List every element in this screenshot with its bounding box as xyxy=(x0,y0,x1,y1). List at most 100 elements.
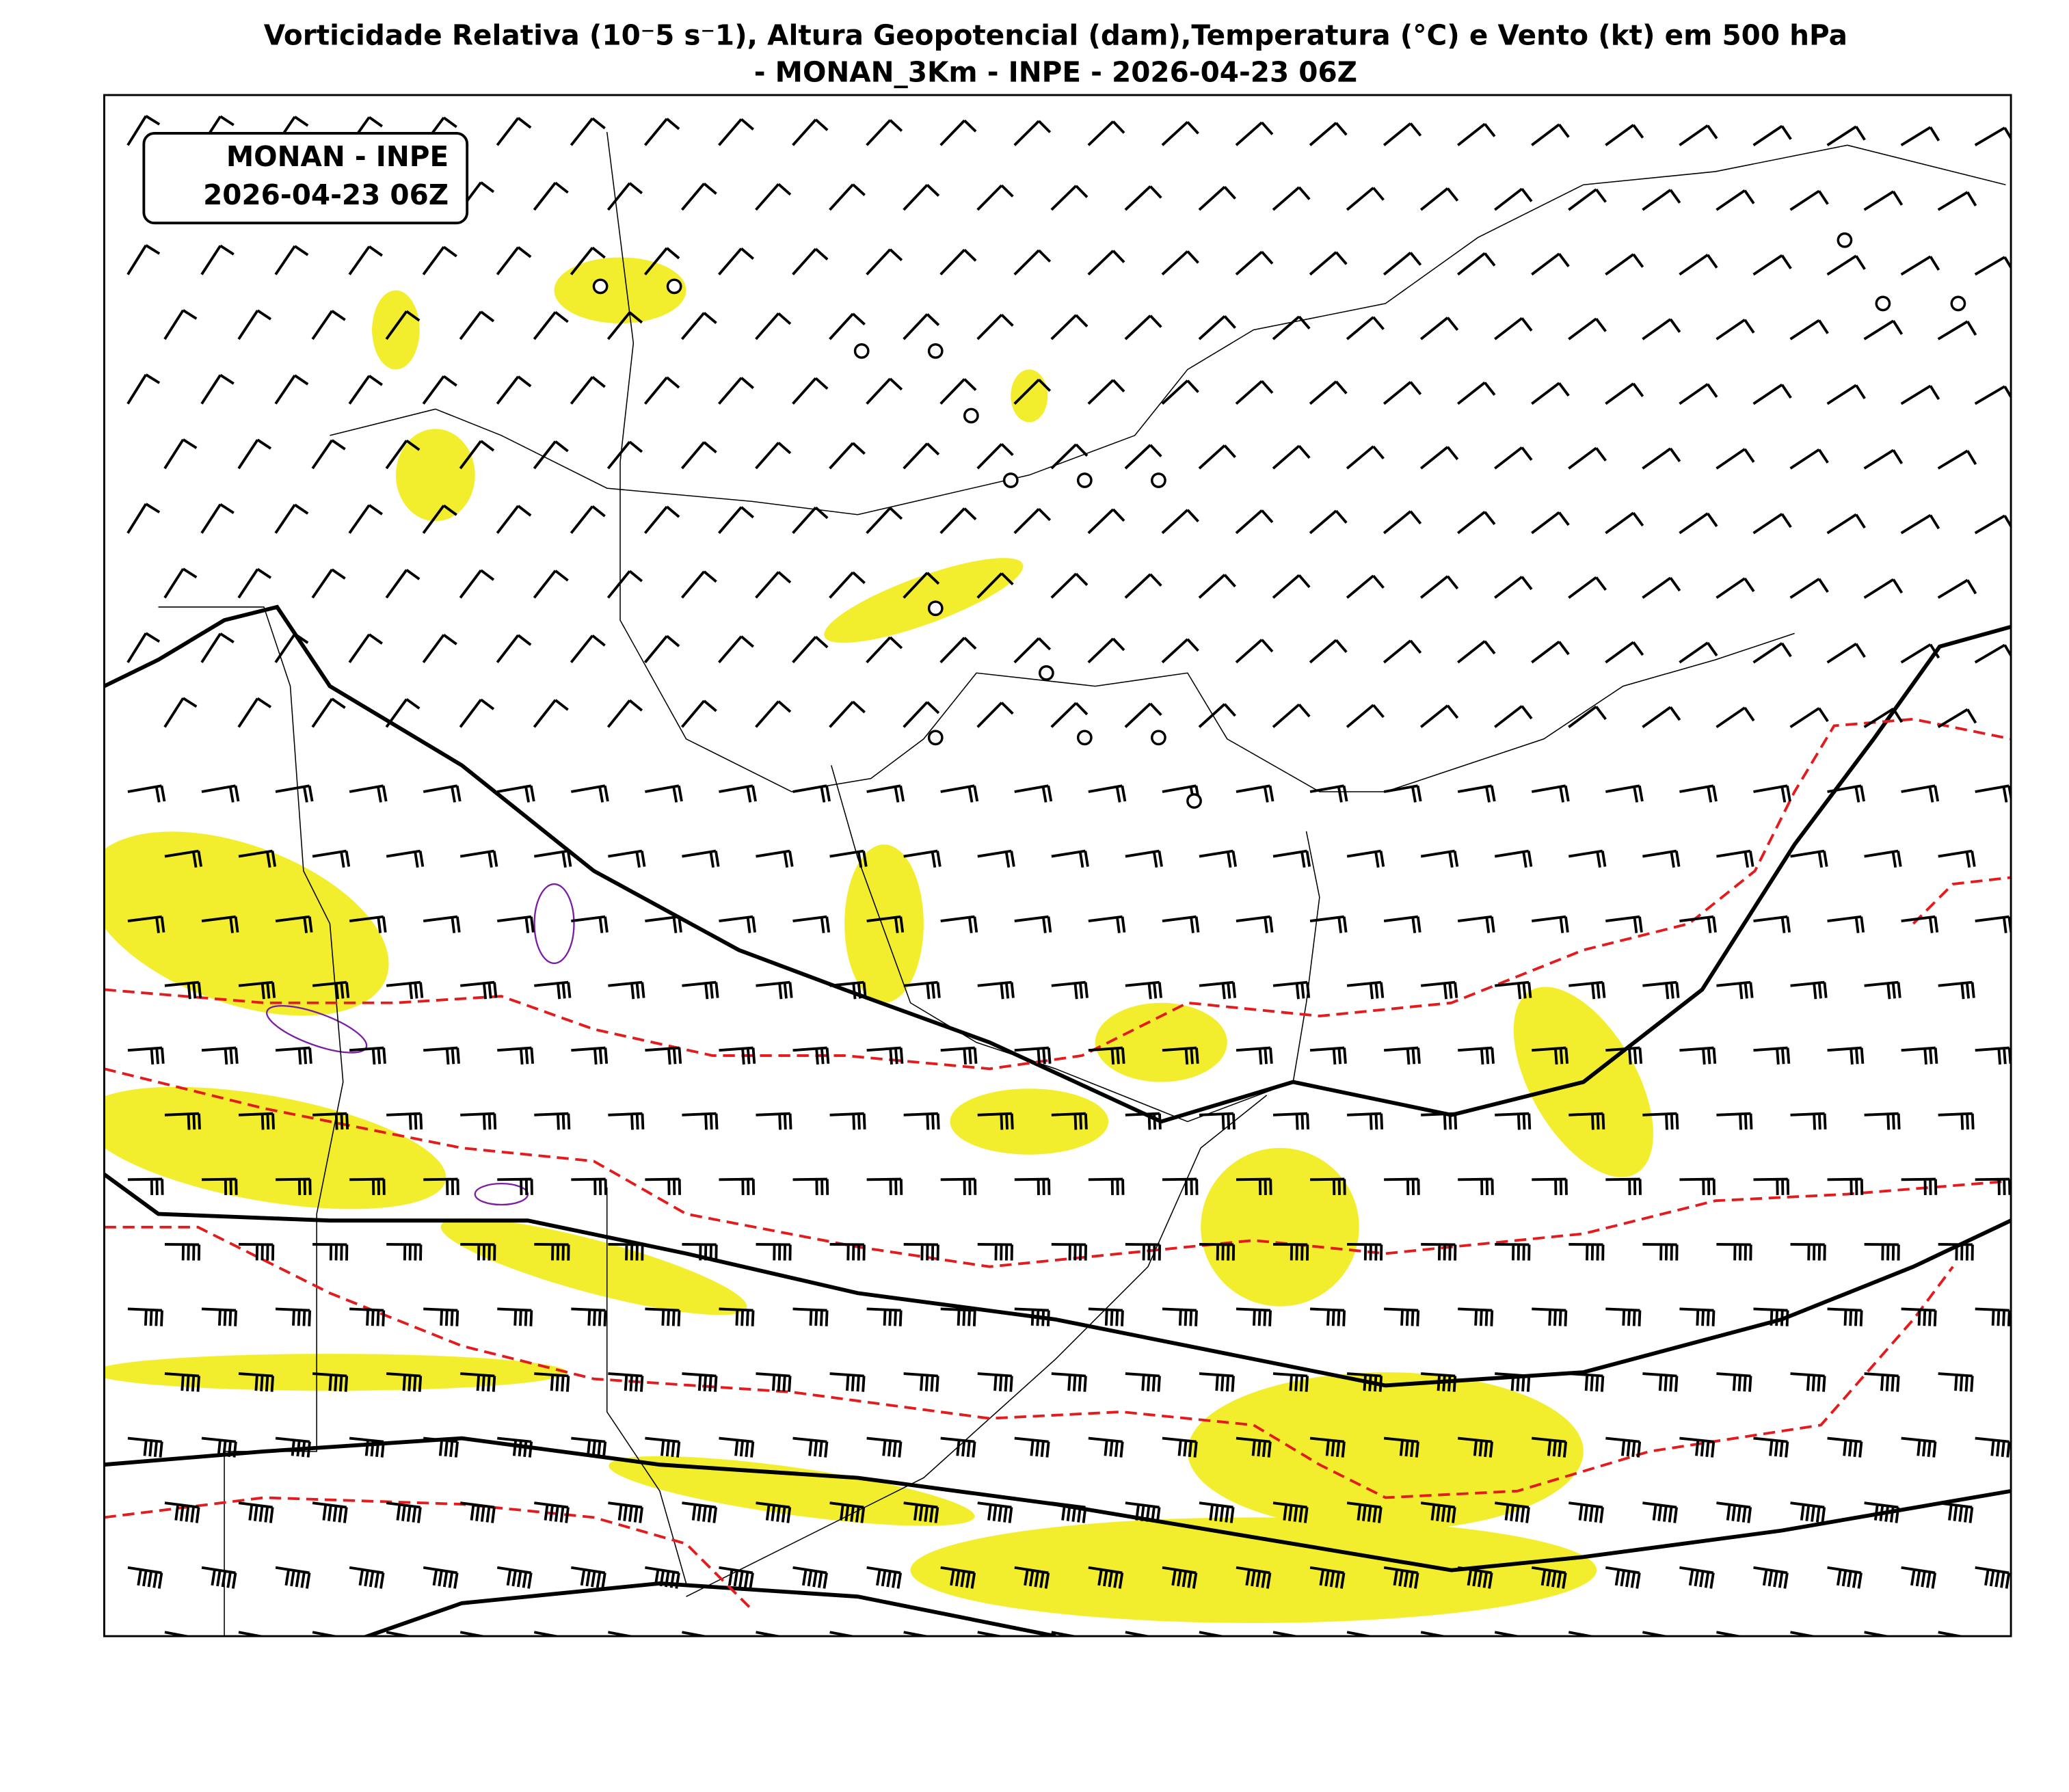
wind-barb xyxy=(1199,1112,1236,1130)
wind-barb xyxy=(1309,509,1348,535)
wind-barb xyxy=(1974,385,2012,405)
wind-barb xyxy=(866,1307,903,1326)
wind-barb xyxy=(496,634,532,664)
wind-barb xyxy=(1679,512,1718,535)
wind-barb xyxy=(1569,1242,1605,1261)
wind-barb xyxy=(200,244,235,276)
wind-barb xyxy=(680,441,717,470)
wind-barb xyxy=(238,849,277,868)
wind-barb xyxy=(792,118,829,146)
wind-barb xyxy=(1236,915,1274,933)
wind-barb xyxy=(163,567,198,599)
wind-barb xyxy=(1789,448,1829,470)
wind-barb xyxy=(497,1046,535,1065)
wind-barb xyxy=(496,505,532,534)
wind-barb xyxy=(1124,185,1162,211)
wind-barb xyxy=(163,438,198,470)
wind-barb xyxy=(682,849,720,868)
wind-barb xyxy=(201,1436,237,1458)
wind-barb xyxy=(1901,1307,1937,1326)
wind-barb xyxy=(496,117,532,146)
wind-barb xyxy=(1679,1566,1715,1589)
wind-barb xyxy=(1383,1436,1419,1458)
wind-barb xyxy=(570,505,606,534)
map-area xyxy=(104,115,2012,1637)
wind-barb xyxy=(349,784,388,803)
wind-barb xyxy=(903,980,941,1000)
wind-barb xyxy=(312,1372,349,1392)
wind-barb xyxy=(275,1046,312,1065)
wind-barb xyxy=(534,1112,571,1130)
wind-barb xyxy=(1605,784,1644,803)
wind-barb xyxy=(1125,1242,1162,1261)
wind-barb xyxy=(792,1046,830,1065)
wind-barb xyxy=(348,245,383,276)
wind-barb xyxy=(1863,190,1904,211)
wind-barb xyxy=(1716,189,1755,211)
wind-barb xyxy=(1605,641,1644,664)
wind-barb xyxy=(1125,1501,1161,1523)
wind-barb xyxy=(201,915,239,933)
wind-barb xyxy=(1605,124,1644,146)
plot-frame xyxy=(103,94,2012,1637)
wind-barb xyxy=(977,849,1015,868)
wind-barb xyxy=(1014,1177,1051,1195)
wind-barb xyxy=(1124,573,1162,599)
wind-barb xyxy=(1309,380,1348,405)
wind-barb xyxy=(349,1566,385,1589)
wind-barb xyxy=(1457,915,1495,933)
wind-barb xyxy=(1642,1501,1678,1523)
wind-barb xyxy=(237,567,272,599)
wind-barb xyxy=(1753,1436,1789,1458)
wind-barb xyxy=(680,570,717,599)
wind-barb xyxy=(1013,249,1052,276)
wind-barb xyxy=(164,980,202,1000)
wind-barb xyxy=(1937,191,1977,211)
wind-barb xyxy=(976,443,1014,470)
wind-barb xyxy=(755,183,792,211)
wind-barb xyxy=(1309,251,1348,276)
wind-barb xyxy=(719,1436,755,1458)
wind-barb xyxy=(1272,703,1311,728)
wind-barb xyxy=(1827,1436,1863,1458)
wind-barb xyxy=(940,1177,977,1195)
wind-barb xyxy=(1457,640,1496,664)
wind-barb xyxy=(1752,513,1792,535)
wind-barb xyxy=(570,246,606,276)
wind-barb xyxy=(829,1501,866,1523)
wind-barb xyxy=(1347,1242,1383,1261)
wind-barb xyxy=(1679,254,1718,276)
wind-barb xyxy=(1531,123,1570,146)
wind-barb xyxy=(1790,1372,1826,1392)
wind-barb xyxy=(1013,120,1052,146)
wind-barb xyxy=(276,1177,312,1195)
wind-barb xyxy=(829,1242,866,1261)
wind-barb xyxy=(756,1501,792,1523)
wind-barb xyxy=(1458,1436,1493,1458)
wind-barb xyxy=(1605,1436,1642,1458)
wind-barb xyxy=(1716,1501,1752,1523)
wind-barb xyxy=(682,1242,718,1261)
wind-barb xyxy=(1531,784,1570,803)
wind-barb xyxy=(1642,1372,1679,1392)
wind-barb xyxy=(718,635,755,664)
wind-barb xyxy=(1642,576,1681,599)
wind-barb xyxy=(1494,849,1533,868)
wind-barb xyxy=(1975,1177,2012,1195)
wind-barb xyxy=(275,784,314,803)
wind-barb xyxy=(903,1112,940,1130)
wind-barb xyxy=(1236,1436,1272,1458)
wind-barb xyxy=(1162,1436,1198,1458)
wind-barb xyxy=(606,311,643,340)
wind-barb xyxy=(829,1112,866,1130)
wind-barb xyxy=(682,1372,718,1392)
wind-barb xyxy=(1605,253,1644,276)
wind-barb xyxy=(1383,639,1422,664)
wind-barb xyxy=(1346,316,1385,340)
wind-barb xyxy=(1346,1501,1383,1523)
wind-barb xyxy=(792,1177,829,1195)
wind-barb xyxy=(1826,254,1866,276)
wind-barb xyxy=(385,568,421,599)
wind-barb xyxy=(1088,784,1127,803)
wind-barb xyxy=(1753,915,1791,933)
